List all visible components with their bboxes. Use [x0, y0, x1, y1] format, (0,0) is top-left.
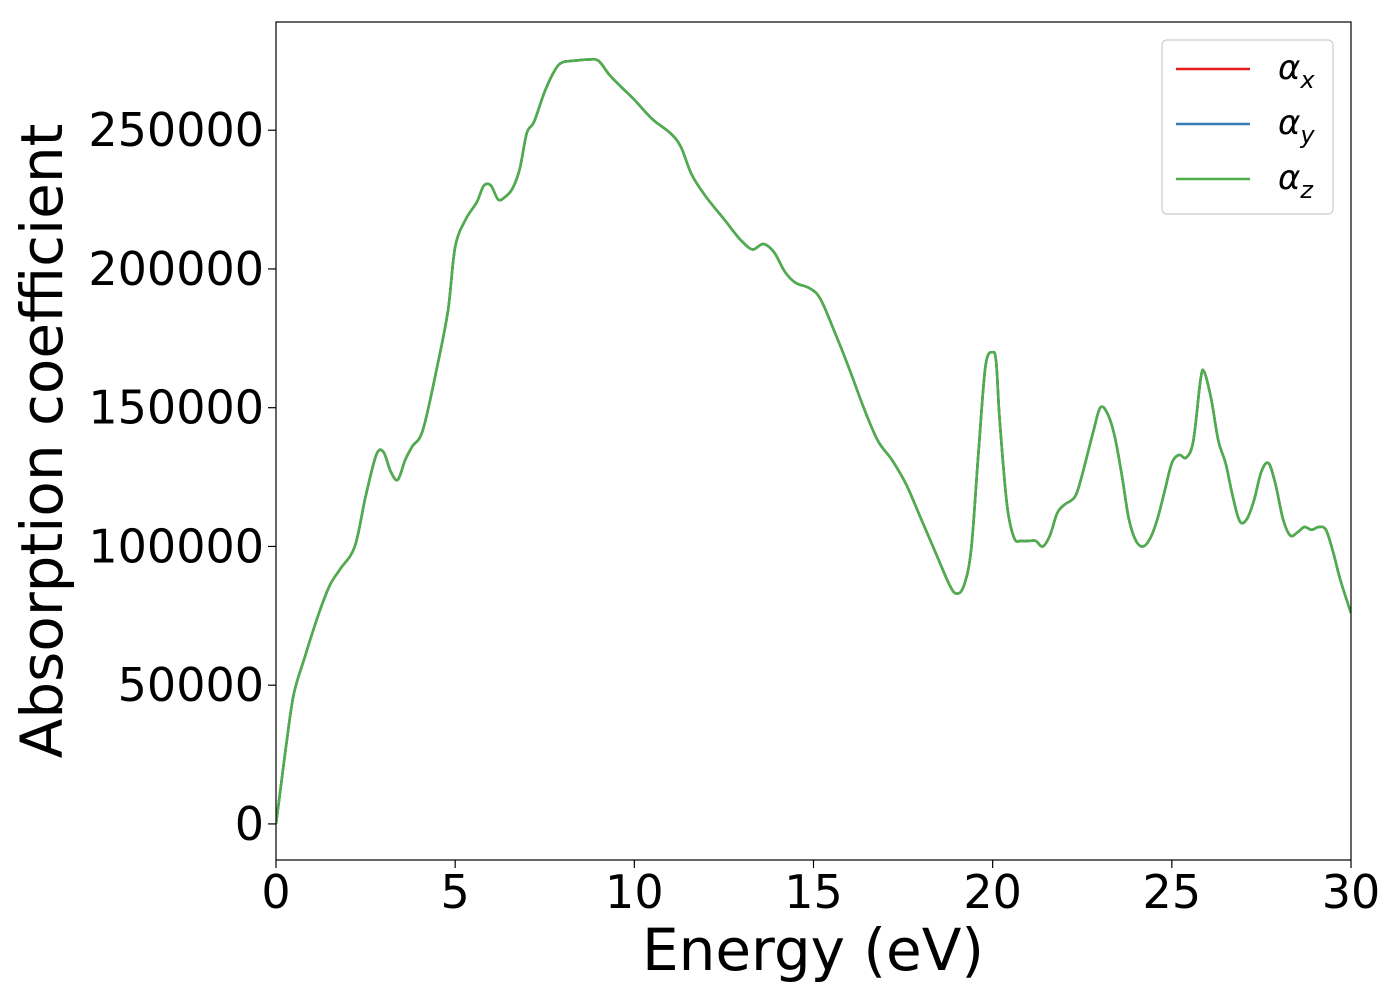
x-axis-ticks: 0 5 10 15 20 25 30: [261, 860, 1380, 919]
y-tick-label: 0: [235, 797, 264, 851]
y-tick-label: 100000: [88, 519, 264, 573]
y-axis-label: Absorption coefficient: [8, 124, 76, 759]
legend: αx αy αz: [1161, 39, 1334, 215]
series-line-z: [276, 57, 1351, 825]
legend-label-y: αy: [1278, 103, 1315, 149]
x-tick-label: 25: [1143, 865, 1202, 919]
legend-label-z: αz: [1278, 158, 1314, 204]
y-tick-label: 200000: [88, 242, 264, 296]
x-tick-label: 0: [261, 865, 290, 919]
x-tick-label: 5: [441, 865, 470, 919]
y-tick-label: 250000: [88, 103, 264, 157]
y-tick-label: 150000: [88, 381, 264, 435]
x-tick-label: 30: [1322, 865, 1381, 919]
x-tick-label: 15: [784, 865, 843, 919]
y-tick-label: 50000: [118, 658, 264, 712]
x-tick-label: 10: [605, 865, 664, 919]
legend-box: [1161, 39, 1334, 215]
legend-label-x: αx: [1278, 48, 1315, 94]
y-axis-ticks: 0 50000 100000 150000 200000 250000: [88, 103, 276, 851]
series-layer: [276, 57, 1351, 825]
x-tick-label: 20: [963, 865, 1022, 919]
x-axis-label: Energy (eV): [642, 916, 984, 984]
